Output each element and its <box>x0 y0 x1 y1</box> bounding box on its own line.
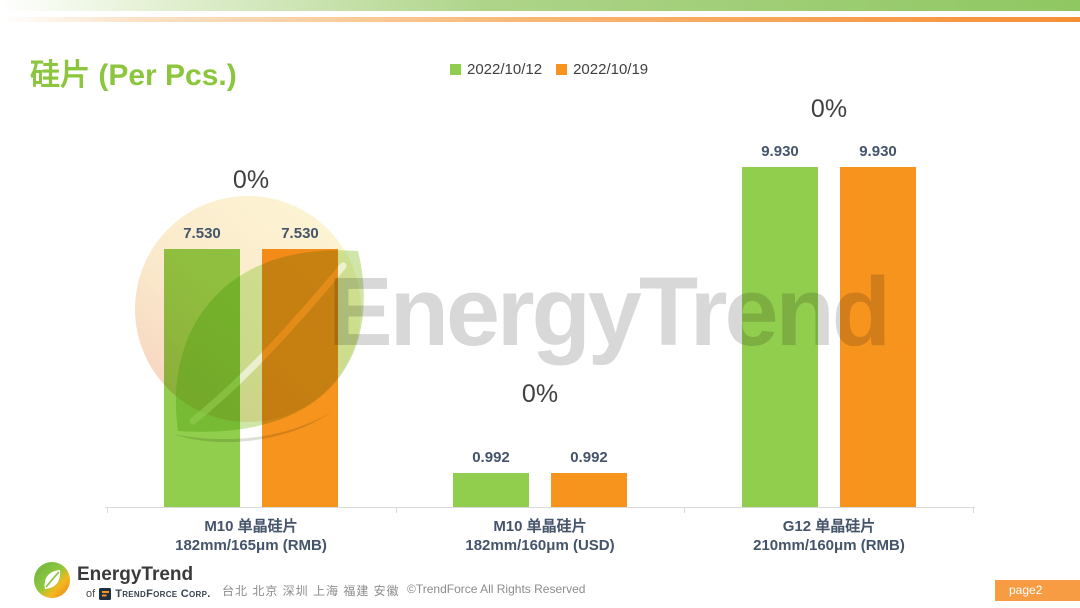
value-label-series-0-group-2: 9.930 <box>761 143 799 160</box>
bar-series-1-group-1 <box>551 473 627 507</box>
value-label-series-1-group-1: 0.992 <box>570 449 608 466</box>
x-axis-line <box>105 507 975 508</box>
bar-series-0-group-2 <box>742 167 818 507</box>
page-number-badge: page2 <box>995 580 1080 601</box>
legend-item-date1: 2022/10/12 <box>450 61 542 78</box>
category-label-line1: G12 单晶硅片 <box>782 518 876 535</box>
value-label-series-1-group-0: 7.530 <box>281 225 319 242</box>
bar-series-1-group-2 <box>840 167 916 507</box>
energytrend-leaf-watermark <box>135 196 364 443</box>
logo-leaf-vein <box>45 571 60 588</box>
value-label-series-1-group-2: 9.930 <box>859 143 897 160</box>
footer-copyright: ©TrendForce All Rights Reserved <box>407 582 586 596</box>
page-title: 硅片 (Per Pcs.) <box>30 59 237 92</box>
category-label-line2: 210mm/160μm (RMB) <box>753 537 905 554</box>
top-accent-bar-green <box>0 0 1080 11</box>
footer-logo-company: TrendForce Corp. <box>115 588 211 600</box>
legend-swatch-green <box>450 64 461 75</box>
category-label-group-0: M10 单晶硅片 182mm/165μm (RMB) <box>101 517 401 555</box>
legend-label-date1: 2022/10/12 <box>467 61 543 78</box>
category-label-line2: 182mm/160μm (USD) <box>465 537 615 554</box>
legend-swatch-orange <box>556 64 568 75</box>
footer-logo-of: of <box>86 588 96 600</box>
energytrend-text-watermark: EnergyTrend <box>328 257 891 366</box>
watermark-leaf-vein <box>189 262 347 425</box>
change-label-group-1: 0% <box>521 380 559 408</box>
category-label-line1: M10 单晶硅片 <box>204 518 298 535</box>
legend-label-date2: 2022/10/19 <box>573 61 649 78</box>
category-label-group-1: M10 单晶硅片 182mm/160μm (USD) <box>390 517 690 555</box>
footer-cities: 台北 北京 深圳 上海 福建 安徽 <box>222 584 400 598</box>
watermark-leaf-base <box>173 411 333 443</box>
top-accent-bar-orange <box>0 17 1080 22</box>
x-axis-tick <box>107 507 108 513</box>
trendforce-logo-icon <box>99 588 112 600</box>
x-axis-tick <box>395 507 397 513</box>
chart-legend: 2022/10/12 2022/10/19 <box>450 61 648 78</box>
x-axis-tick <box>973 507 974 513</box>
value-label-series-0-group-0: 7.530 <box>183 225 221 242</box>
change-label-group-0: 0% <box>232 166 270 194</box>
footer-logo-subrow: of TrendForce Corp. <box>86 588 211 600</box>
change-label-group-2: 0% <box>810 95 848 123</box>
x-axis-tick <box>684 507 686 513</box>
category-label-group-2: G12 单晶硅片 210mm/160μm (RMB) <box>679 517 979 555</box>
value-label-series-0-group-1: 0.992 <box>472 449 510 466</box>
energytrend-logo-icon <box>34 562 70 598</box>
legend-item-date2: 2022/10/19 <box>556 61 648 78</box>
category-label-line1: M10 单晶硅片 <box>493 518 587 535</box>
footer-logo-name: EnergyTrend <box>77 564 194 585</box>
category-label-line2: 182mm/165μm (RMB) <box>175 537 327 554</box>
bar-series-0-group-1 <box>453 473 529 507</box>
